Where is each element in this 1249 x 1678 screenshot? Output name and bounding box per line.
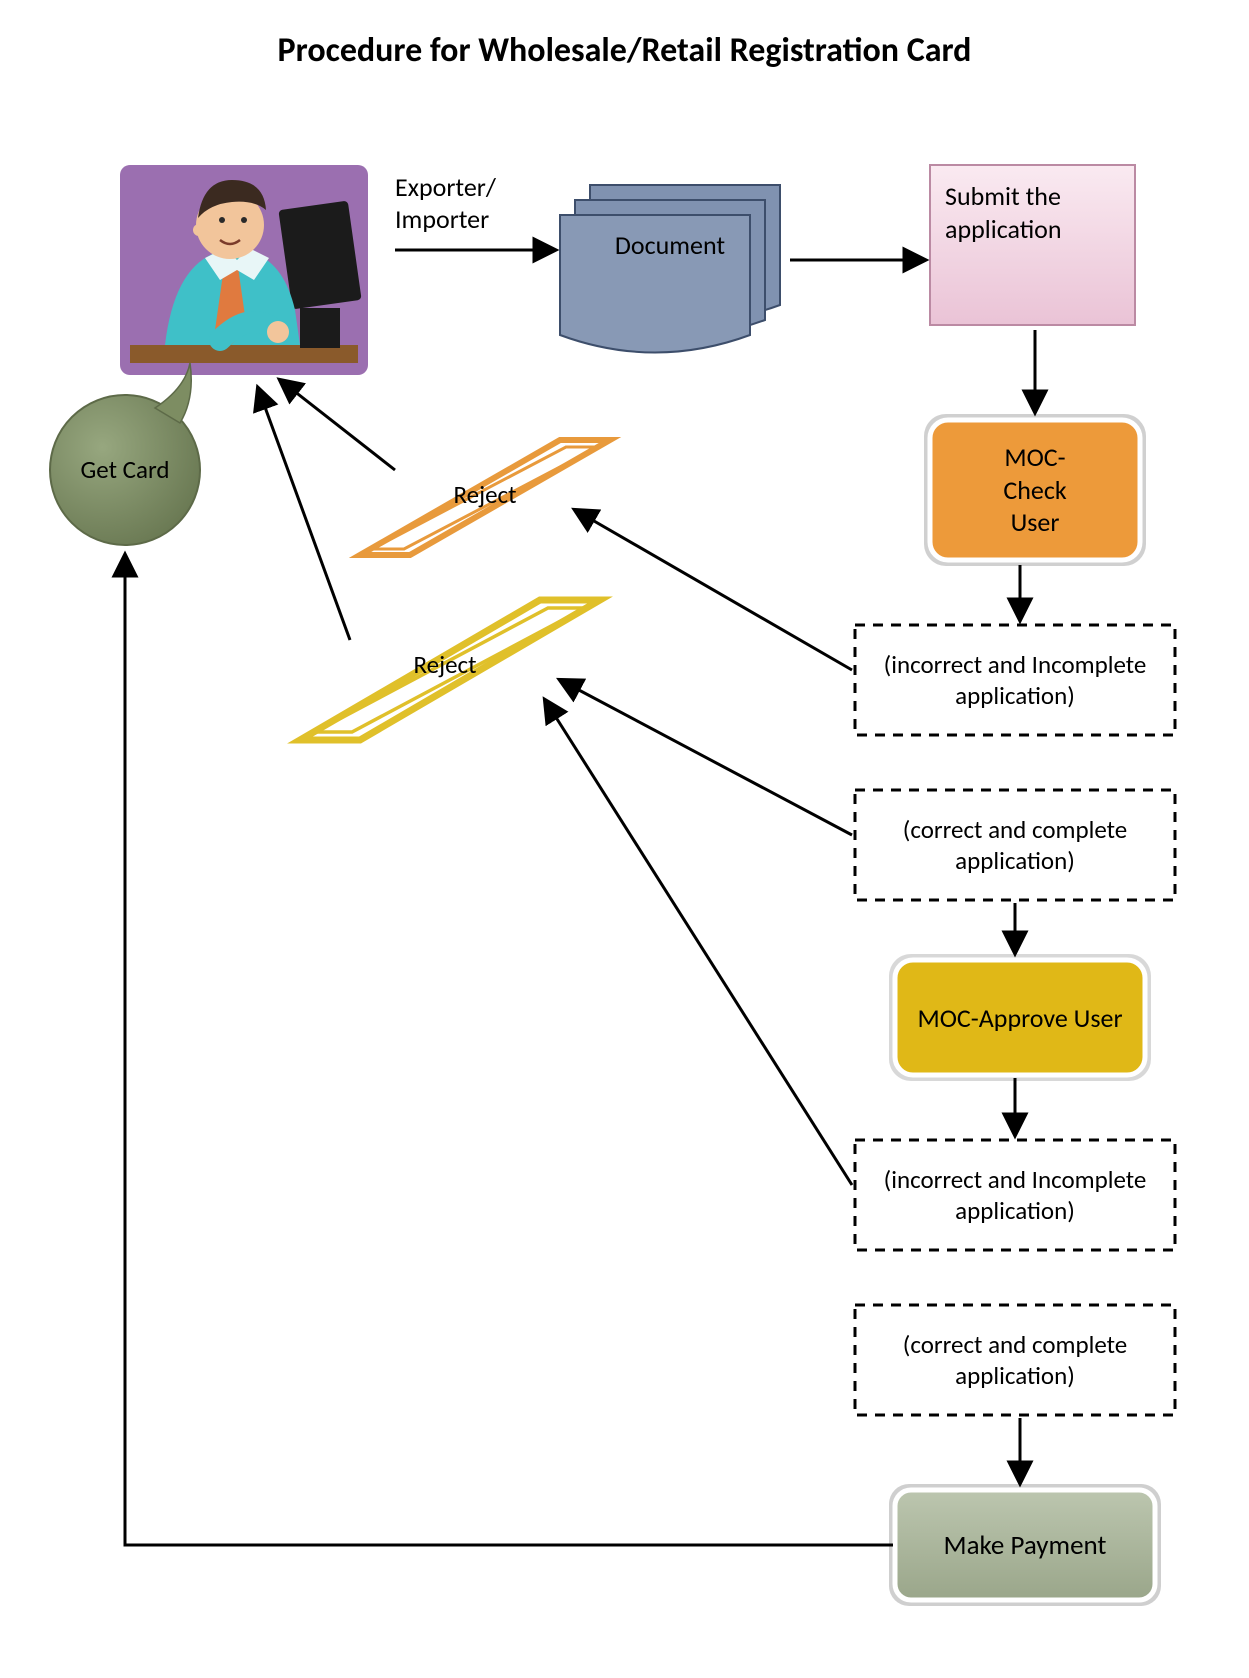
diagram-canvas: Procedure for Wholesale/Retail Registrat…	[0, 0, 1249, 1678]
incorrect1-label: (incorrect and Incomplete application)	[865, 630, 1165, 730]
edge-reject2-person	[258, 388, 350, 640]
edge-payment-getcard	[125, 555, 893, 1545]
edge-correct1-reject2	[560, 680, 852, 835]
edge-reject1-person	[280, 380, 395, 470]
document-label: Document	[595, 225, 745, 265]
submit-label: Submit the application	[945, 180, 1125, 310]
moc-check-label: MOC- Check User	[940, 428, 1130, 552]
correct1-label: (correct and complete application)	[865, 795, 1165, 895]
reject2-label: Reject	[380, 640, 510, 690]
edge-incorrect2-reject2	[545, 700, 852, 1185]
make-payment-label: Make Payment	[905, 1498, 1145, 1593]
reject1-label: Reject	[420, 470, 550, 520]
correct2-label: (correct and complete application)	[865, 1310, 1165, 1410]
incorrect2-label: (incorrect and Incomplete application)	[865, 1145, 1165, 1245]
document-node	[560, 185, 780, 353]
edge-incorrect1-reject1	[575, 510, 852, 670]
person-illustration	[120, 165, 368, 375]
moc-approve-label: MOC-Approve User	[905, 968, 1135, 1068]
exporter-importer-label: Exporter/ Importer	[395, 168, 565, 238]
page-title: Procedure for Wholesale/Retail Registrat…	[0, 30, 1249, 71]
get-card-label: Get Card	[70, 430, 180, 510]
